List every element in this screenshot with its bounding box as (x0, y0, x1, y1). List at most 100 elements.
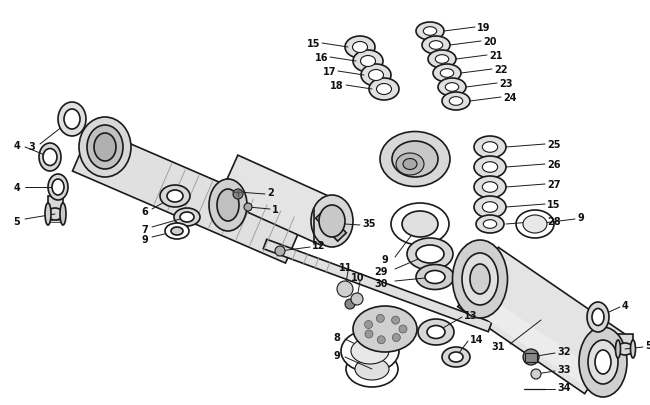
Text: 5: 5 (13, 216, 20, 226)
Text: 30: 30 (374, 278, 388, 288)
Ellipse shape (482, 162, 498, 173)
Circle shape (244, 203, 252, 211)
Text: 19: 19 (477, 23, 491, 33)
Ellipse shape (353, 306, 417, 352)
Text: 5: 5 (645, 340, 650, 350)
Ellipse shape (482, 202, 498, 213)
Ellipse shape (416, 23, 444, 41)
Text: 4: 4 (13, 183, 20, 192)
Text: 34: 34 (557, 382, 571, 392)
Polygon shape (218, 156, 340, 245)
Text: 2: 2 (267, 188, 274, 198)
Ellipse shape (39, 144, 61, 172)
Ellipse shape (474, 157, 506, 179)
Text: 31: 31 (491, 341, 505, 351)
Ellipse shape (43, 149, 57, 166)
Text: 14: 14 (470, 334, 484, 344)
Ellipse shape (476, 215, 504, 233)
Ellipse shape (345, 37, 375, 59)
Ellipse shape (217, 190, 239, 222)
Ellipse shape (440, 70, 454, 78)
Ellipse shape (319, 205, 345, 237)
Ellipse shape (474, 177, 506, 198)
Circle shape (233, 190, 243, 200)
Ellipse shape (209, 179, 247, 231)
Ellipse shape (396, 153, 424, 175)
Text: 15: 15 (307, 39, 320, 49)
Bar (525, 353, 537, 362)
Ellipse shape (482, 143, 498, 153)
Text: 32: 32 (557, 346, 571, 356)
Ellipse shape (617, 343, 633, 355)
Ellipse shape (592, 309, 604, 326)
Ellipse shape (60, 203, 66, 226)
Ellipse shape (436, 55, 448, 64)
Ellipse shape (355, 358, 389, 380)
Text: 15: 15 (547, 200, 560, 209)
Circle shape (351, 293, 363, 305)
Text: 1: 1 (272, 205, 279, 215)
Ellipse shape (482, 182, 498, 193)
Polygon shape (48, 196, 63, 218)
Text: 29: 29 (374, 266, 388, 276)
Ellipse shape (79, 118, 131, 177)
Ellipse shape (416, 265, 454, 290)
Ellipse shape (423, 28, 437, 36)
Text: 4: 4 (13, 141, 20, 151)
Ellipse shape (165, 224, 189, 239)
Circle shape (365, 321, 372, 329)
Circle shape (275, 246, 285, 256)
Ellipse shape (369, 79, 399, 101)
Ellipse shape (160, 185, 190, 207)
Text: 9: 9 (382, 254, 388, 264)
Circle shape (523, 349, 539, 365)
Ellipse shape (47, 209, 63, 220)
Polygon shape (48, 220, 63, 222)
Ellipse shape (588, 340, 618, 384)
Ellipse shape (361, 65, 391, 87)
Ellipse shape (516, 211, 554, 239)
Ellipse shape (48, 175, 68, 200)
Ellipse shape (376, 84, 391, 95)
Ellipse shape (361, 56, 376, 67)
Ellipse shape (94, 134, 116, 162)
Circle shape (337, 281, 353, 297)
Ellipse shape (45, 203, 51, 226)
Ellipse shape (433, 65, 461, 83)
Text: 4: 4 (622, 300, 629, 310)
Circle shape (377, 336, 385, 344)
Ellipse shape (58, 103, 86, 136)
Ellipse shape (427, 326, 445, 339)
Text: 12: 12 (312, 241, 326, 250)
Circle shape (399, 325, 407, 333)
Text: 17: 17 (322, 67, 336, 77)
Text: 16: 16 (315, 53, 328, 63)
Ellipse shape (429, 42, 443, 50)
Ellipse shape (445, 83, 459, 92)
Ellipse shape (380, 132, 450, 187)
Text: 7: 7 (141, 224, 148, 234)
Ellipse shape (422, 37, 450, 55)
Text: 35: 35 (362, 218, 376, 228)
Circle shape (345, 299, 355, 309)
Text: 26: 26 (547, 160, 560, 170)
Text: 28: 28 (547, 216, 560, 226)
Circle shape (391, 316, 400, 324)
Text: 9: 9 (141, 234, 148, 244)
Ellipse shape (474, 136, 506, 159)
Ellipse shape (311, 196, 353, 247)
Circle shape (376, 315, 384, 322)
Ellipse shape (402, 211, 438, 237)
Ellipse shape (442, 347, 470, 367)
Ellipse shape (407, 239, 453, 270)
Ellipse shape (587, 302, 609, 332)
Circle shape (393, 334, 400, 342)
Circle shape (365, 330, 373, 338)
Text: 24: 24 (503, 93, 517, 103)
Ellipse shape (428, 51, 456, 69)
Ellipse shape (523, 215, 547, 233)
Ellipse shape (351, 338, 389, 364)
Ellipse shape (346, 351, 398, 387)
Ellipse shape (171, 228, 183, 235)
Text: 21: 21 (489, 51, 502, 61)
